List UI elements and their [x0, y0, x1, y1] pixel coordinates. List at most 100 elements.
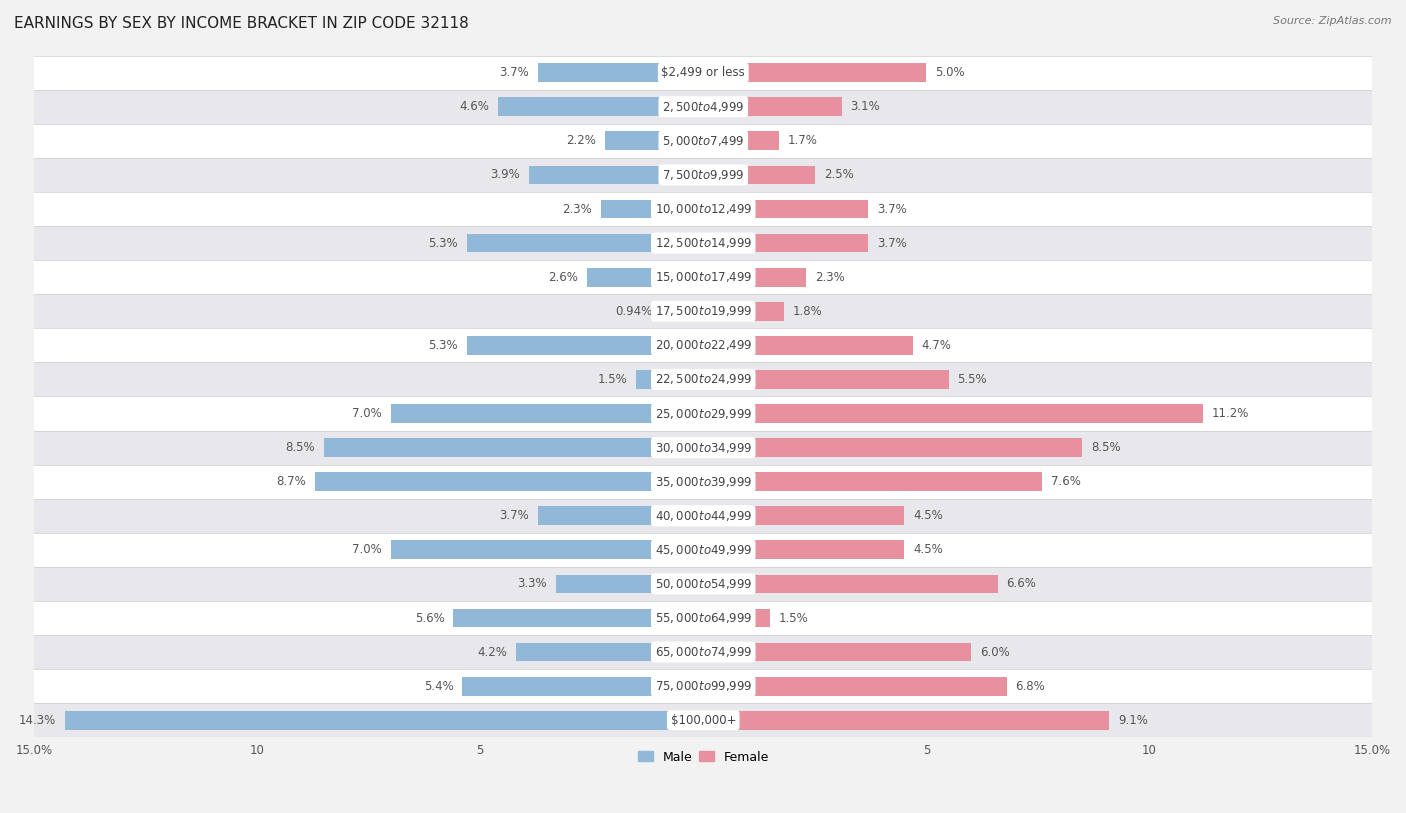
- Text: $40,000 to $44,999: $40,000 to $44,999: [655, 509, 752, 523]
- Text: 2.2%: 2.2%: [567, 134, 596, 147]
- Text: 5.0%: 5.0%: [935, 66, 965, 79]
- Bar: [34, 498, 1372, 533]
- Text: 4.6%: 4.6%: [460, 100, 489, 113]
- Bar: [703, 166, 815, 185]
- Bar: [34, 533, 1372, 567]
- Text: 1.5%: 1.5%: [598, 373, 627, 386]
- Text: 2.3%: 2.3%: [815, 271, 845, 284]
- Text: 1.8%: 1.8%: [793, 305, 823, 318]
- Bar: [34, 703, 1372, 737]
- Text: 6.6%: 6.6%: [1007, 577, 1036, 590]
- Bar: [323, 438, 703, 457]
- Text: $10,000 to $12,499: $10,000 to $12,499: [655, 202, 752, 216]
- Text: 3.7%: 3.7%: [499, 66, 529, 79]
- Text: 0.94%: 0.94%: [616, 305, 652, 318]
- Text: 5.3%: 5.3%: [429, 339, 458, 352]
- Bar: [703, 711, 1109, 729]
- Text: 2.3%: 2.3%: [562, 202, 592, 215]
- Bar: [34, 294, 1372, 328]
- Text: $12,500 to $14,999: $12,500 to $14,999: [655, 236, 752, 250]
- Bar: [703, 676, 1007, 696]
- Bar: [34, 226, 1372, 260]
- Bar: [454, 609, 703, 628]
- Bar: [538, 506, 703, 525]
- Text: 8.5%: 8.5%: [285, 441, 315, 454]
- Text: $55,000 to $64,999: $55,000 to $64,999: [655, 611, 752, 625]
- Bar: [34, 601, 1372, 635]
- Text: $25,000 to $29,999: $25,000 to $29,999: [655, 406, 752, 420]
- Bar: [588, 267, 703, 286]
- Text: 3.3%: 3.3%: [517, 577, 547, 590]
- Bar: [498, 98, 703, 116]
- Bar: [703, 267, 806, 286]
- Bar: [703, 200, 869, 219]
- Bar: [467, 233, 703, 253]
- Text: 3.7%: 3.7%: [877, 237, 907, 250]
- Bar: [34, 635, 1372, 669]
- Bar: [463, 676, 703, 696]
- Text: 7.0%: 7.0%: [353, 407, 382, 420]
- Text: $2,500 to $4,999: $2,500 to $4,999: [662, 100, 745, 114]
- Text: 1.7%: 1.7%: [787, 134, 818, 147]
- Text: $22,500 to $24,999: $22,500 to $24,999: [655, 372, 752, 386]
- Bar: [703, 541, 904, 559]
- Bar: [34, 124, 1372, 158]
- Bar: [703, 63, 927, 82]
- Text: $30,000 to $34,999: $30,000 to $34,999: [655, 441, 752, 454]
- Text: Source: ZipAtlas.com: Source: ZipAtlas.com: [1274, 16, 1392, 26]
- Bar: [538, 63, 703, 82]
- Bar: [516, 643, 703, 662]
- Bar: [555, 575, 703, 593]
- Text: $35,000 to $39,999: $35,000 to $39,999: [655, 475, 752, 489]
- Bar: [703, 336, 912, 354]
- Bar: [703, 472, 1042, 491]
- Text: 8.5%: 8.5%: [1091, 441, 1121, 454]
- Bar: [34, 328, 1372, 363]
- Bar: [34, 192, 1372, 226]
- Text: $45,000 to $49,999: $45,000 to $49,999: [655, 543, 752, 557]
- Text: 14.3%: 14.3%: [20, 714, 56, 727]
- Text: 3.9%: 3.9%: [491, 168, 520, 181]
- Text: $20,000 to $22,499: $20,000 to $22,499: [655, 338, 752, 352]
- Text: 2.5%: 2.5%: [824, 168, 853, 181]
- Bar: [34, 158, 1372, 192]
- Text: $7,500 to $9,999: $7,500 to $9,999: [662, 168, 745, 182]
- Bar: [391, 541, 703, 559]
- Text: $50,000 to $54,999: $50,000 to $54,999: [655, 577, 752, 591]
- Text: 7.0%: 7.0%: [353, 543, 382, 556]
- Bar: [703, 404, 1204, 423]
- Bar: [703, 438, 1083, 457]
- Bar: [703, 132, 779, 150]
- Text: 11.2%: 11.2%: [1212, 407, 1249, 420]
- Bar: [605, 132, 703, 150]
- Text: 7.6%: 7.6%: [1052, 475, 1081, 488]
- Bar: [529, 166, 703, 185]
- Text: $100,000+: $100,000+: [671, 714, 735, 727]
- Bar: [34, 89, 1372, 124]
- Text: 3.7%: 3.7%: [877, 202, 907, 215]
- Text: 3.7%: 3.7%: [499, 509, 529, 522]
- Text: EARNINGS BY SEX BY INCOME BRACKET IN ZIP CODE 32118: EARNINGS BY SEX BY INCOME BRACKET IN ZIP…: [14, 16, 468, 31]
- Text: 1.5%: 1.5%: [779, 611, 808, 624]
- Text: 5.3%: 5.3%: [429, 237, 458, 250]
- Text: $2,499 or less: $2,499 or less: [661, 66, 745, 79]
- Text: 4.5%: 4.5%: [912, 543, 942, 556]
- Bar: [637, 370, 703, 389]
- Bar: [34, 567, 1372, 601]
- Bar: [703, 370, 949, 389]
- Bar: [315, 472, 703, 491]
- Text: 2.6%: 2.6%: [548, 271, 578, 284]
- Text: 4.7%: 4.7%: [922, 339, 952, 352]
- Text: 5.6%: 5.6%: [415, 611, 444, 624]
- Bar: [34, 669, 1372, 703]
- Bar: [34, 431, 1372, 465]
- Bar: [661, 302, 703, 320]
- Text: 3.1%: 3.1%: [851, 100, 880, 113]
- Bar: [703, 302, 783, 320]
- Bar: [703, 575, 998, 593]
- Text: $75,000 to $99,999: $75,000 to $99,999: [655, 679, 752, 693]
- Bar: [703, 609, 770, 628]
- Text: $15,000 to $17,499: $15,000 to $17,499: [655, 270, 752, 285]
- Text: 4.2%: 4.2%: [477, 646, 508, 659]
- Bar: [703, 233, 869, 253]
